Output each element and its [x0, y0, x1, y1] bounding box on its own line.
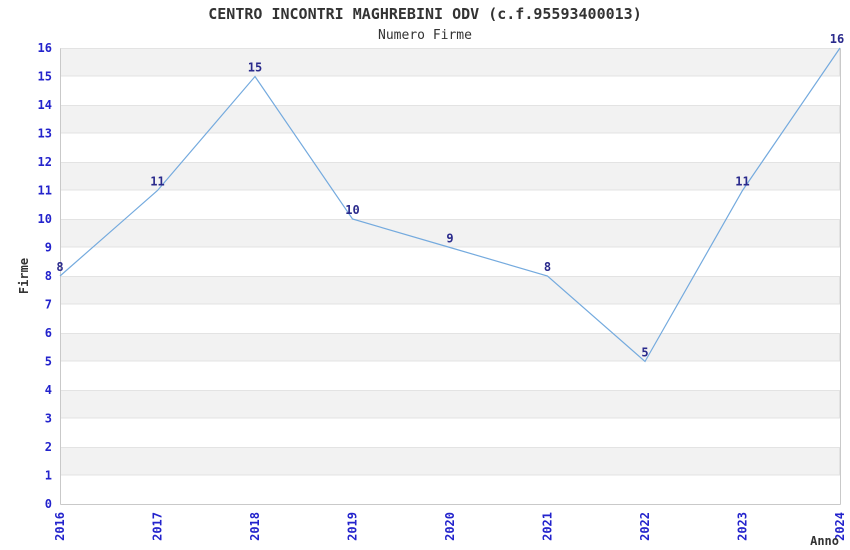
x-tick-label: 2017 [151, 512, 165, 541]
chart-title: CENTRO INCONTRI MAGHREBINI ODV (c.f.9559… [208, 5, 641, 23]
y-tick-label: 8 [45, 269, 52, 283]
grid-band [60, 48, 840, 77]
x-tick-label: 2021 [541, 512, 555, 541]
data-point-label: 8 [544, 260, 551, 274]
y-tick-label: 12 [38, 155, 52, 169]
point-labels: 8 11 15 10 9 8 5 11 16 [56, 32, 844, 360]
data-point-label: 8 [56, 260, 63, 274]
data-point-label: 9 [446, 232, 453, 246]
x-axis-label: Anno [810, 534, 839, 548]
y-tick-label: 11 [38, 184, 52, 198]
data-point-label: 16 [830, 32, 844, 46]
chart-subtitle: Numero Firme [378, 28, 472, 43]
data-point-label: 11 [735, 175, 749, 189]
grid-band [60, 219, 840, 248]
x-tick-label: 2020 [443, 512, 457, 541]
grid-band [60, 276, 840, 305]
grid-band [60, 333, 840, 362]
grid-band [60, 105, 840, 134]
plot-borders [60, 48, 841, 505]
y-tick-label: 2 [45, 440, 52, 454]
x-tick-label: 2023 [736, 512, 750, 541]
y-tick-label: 15 [38, 70, 52, 84]
y-axis-label: Firme [17, 258, 31, 294]
y-tick-label: 16 [38, 41, 52, 55]
x-tick-label: 2018 [248, 512, 262, 541]
data-point-label: 5 [641, 346, 648, 360]
line-series [59, 47, 841, 363]
data-point-label: 11 [150, 175, 164, 189]
y-tick-label: 9 [45, 241, 52, 255]
y-tick-label: 7 [45, 298, 52, 312]
y-tick-label: 10 [38, 212, 52, 226]
grid-band [60, 390, 840, 419]
x-tick-label: 2016 [53, 512, 67, 541]
y-tick-label: 6 [45, 326, 52, 340]
x-tick-label: 2022 [638, 512, 652, 541]
grid-band [60, 447, 840, 476]
data-point-label: 15 [248, 61, 262, 75]
data-point-label: 10 [345, 203, 359, 217]
y-tick-label: 14 [38, 98, 52, 112]
plot-bands [60, 48, 840, 476]
grid-band [60, 162, 840, 191]
y-tick-label: 13 [38, 127, 52, 141]
y-tick-label: 4 [45, 383, 52, 397]
y-tick-label: 1 [45, 469, 52, 483]
y-tick-label: 5 [45, 355, 52, 369]
data-line [59, 47, 841, 363]
y-tick-label: 3 [45, 412, 52, 426]
x-tick-label: 2019 [346, 512, 360, 541]
y-tick-label: 0 [45, 497, 52, 511]
x-tick-label: 2024 [833, 512, 847, 541]
x-tick-labels: 2016 2017 2018 2019 2020 2021 2022 2023 2024 [53, 512, 847, 541]
